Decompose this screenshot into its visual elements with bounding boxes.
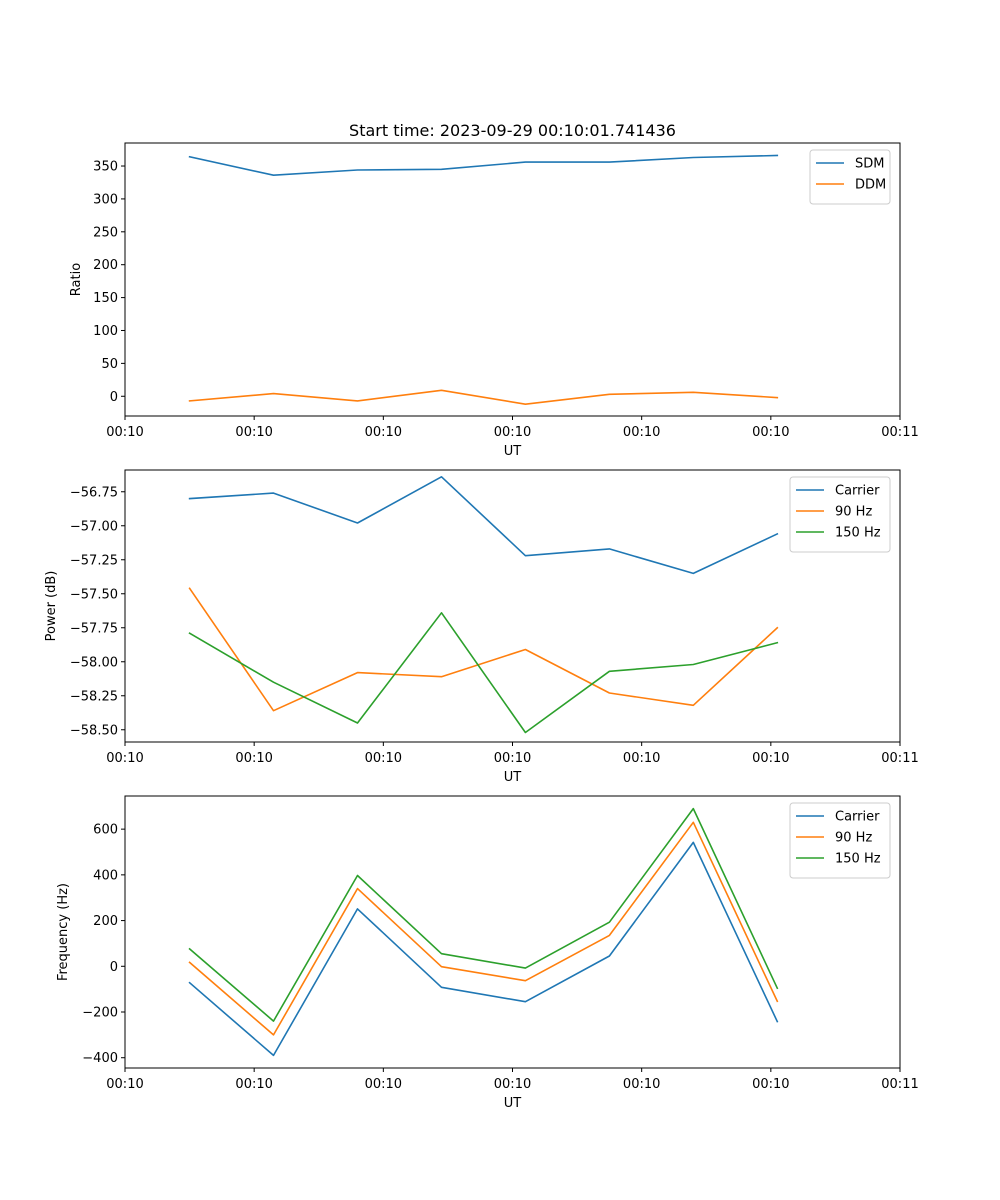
y-tick-label: −58.50: [70, 723, 118, 738]
series-line-150-hz: [188, 807, 779, 1022]
figure-title: Start time: 2023-09-29 00:10:01.741436: [349, 121, 676, 140]
y-tick-label: −400: [82, 1051, 118, 1066]
series-line-ddm: [188, 389, 779, 406]
y-tick-label: 300: [93, 192, 118, 207]
chart-panel-2: 00:10 00:10 00:10 00:10 00:10 00:10 00:11 −58.5…: [44, 469, 919, 785]
legend-label: Carrier: [835, 810, 880, 825]
x-tick-label: 00:10: [365, 425, 402, 440]
y-tick-label: −57.50: [70, 587, 118, 602]
chart-panel-3: 00:10 00:10 00:10 00:10 00:10 00:10 00:11 −400 −…: [56, 795, 919, 1111]
x-tick-label: 00:10: [106, 1077, 143, 1092]
y-tick-label: 150: [93, 291, 118, 306]
legend-label: Carrier: [835, 484, 880, 499]
y-axis-label: Frequency (Hz): [56, 883, 71, 981]
y-tick-label: 350: [93, 160, 118, 175]
x-tick-label: 00:11: [881, 425, 918, 440]
x-tick-label: 00:11: [881, 751, 918, 766]
x-tick-label: 00:10: [623, 425, 660, 440]
y-tick-label: −57.00: [70, 519, 118, 534]
legend-label: 90 Hz: [835, 505, 872, 520]
y-tick-label: −200: [82, 1006, 118, 1021]
y-tick-label: 0: [110, 960, 118, 975]
x-tick-label: 00:10: [752, 425, 789, 440]
legend-label: 90 Hz: [835, 831, 872, 846]
legend-label: SDM: [855, 157, 884, 172]
y-tick-label: 200: [93, 914, 118, 929]
y-tick-label: 100: [93, 324, 118, 339]
series-line-150-hz: [188, 611, 779, 734]
x-tick-label: 00:10: [752, 1077, 789, 1092]
series-line-carrier: [188, 475, 779, 575]
x-tick-label: 00:10: [494, 425, 531, 440]
y-tick-label: 600: [93, 823, 118, 838]
x-tick-label: 00:10: [623, 1077, 660, 1092]
x-tick-label: 00:10: [365, 1077, 402, 1092]
x-axis-label: UT: [504, 1096, 522, 1111]
y-tick-label: −57.25: [70, 553, 118, 568]
x-axis-label: UT: [504, 444, 522, 459]
x-tick-label: 00:10: [235, 1077, 272, 1092]
x-tick-label: 00:10: [106, 751, 143, 766]
legend-box: [789, 476, 891, 553]
legend: Carrier 90 Hz 150 Hz: [789, 476, 891, 553]
x-tick-label: 00:11: [881, 1077, 918, 1092]
x-tick-label: 00:10: [494, 1077, 531, 1092]
legend-label: 150 Hz: [835, 852, 881, 867]
x-tick-label: 00:10: [494, 751, 531, 766]
y-tick-label: −57.75: [70, 621, 118, 636]
legend-label: DDM: [855, 178, 886, 193]
series-line-90-hz: [188, 587, 779, 712]
y-tick-label: 250: [93, 225, 118, 240]
series-line-90-hz: [188, 821, 779, 1036]
y-tick-label: 200: [93, 258, 118, 273]
x-tick-label: 00:10: [235, 751, 272, 766]
legend: Carrier 90 Hz 150 Hz: [789, 802, 891, 879]
chart-panel-1: 00:10 00:10 00:10 00:10 00:10 00:10 00:11 0 50 10…: [69, 142, 919, 459]
y-tick-label: −58.25: [70, 689, 118, 704]
legend-label: 150 Hz: [835, 526, 881, 541]
legend: SDM DDM: [809, 149, 891, 205]
y-tick-label: −58.00: [70, 655, 118, 670]
x-tick-label: 00:10: [365, 751, 402, 766]
x-tick-label: 00:10: [106, 425, 143, 440]
y-tick-label: −56.75: [70, 485, 118, 500]
y-tick-label: 400: [93, 868, 118, 883]
y-tick-label: 50: [101, 357, 118, 372]
y-axis-label: Power (dB): [44, 571, 59, 642]
y-tick-label: 0: [110, 390, 118, 405]
x-tick-label: 00:10: [623, 751, 660, 766]
x-tick-label: 00:10: [752, 751, 789, 766]
y-axis-label: Ratio: [69, 263, 84, 296]
x-axis-label: UT: [504, 770, 522, 785]
legend-box: [789, 802, 891, 879]
series-line-sdm: [188, 154, 779, 176]
x-tick-label: 00:10: [235, 425, 272, 440]
series-line-carrier: [188, 841, 779, 1057]
